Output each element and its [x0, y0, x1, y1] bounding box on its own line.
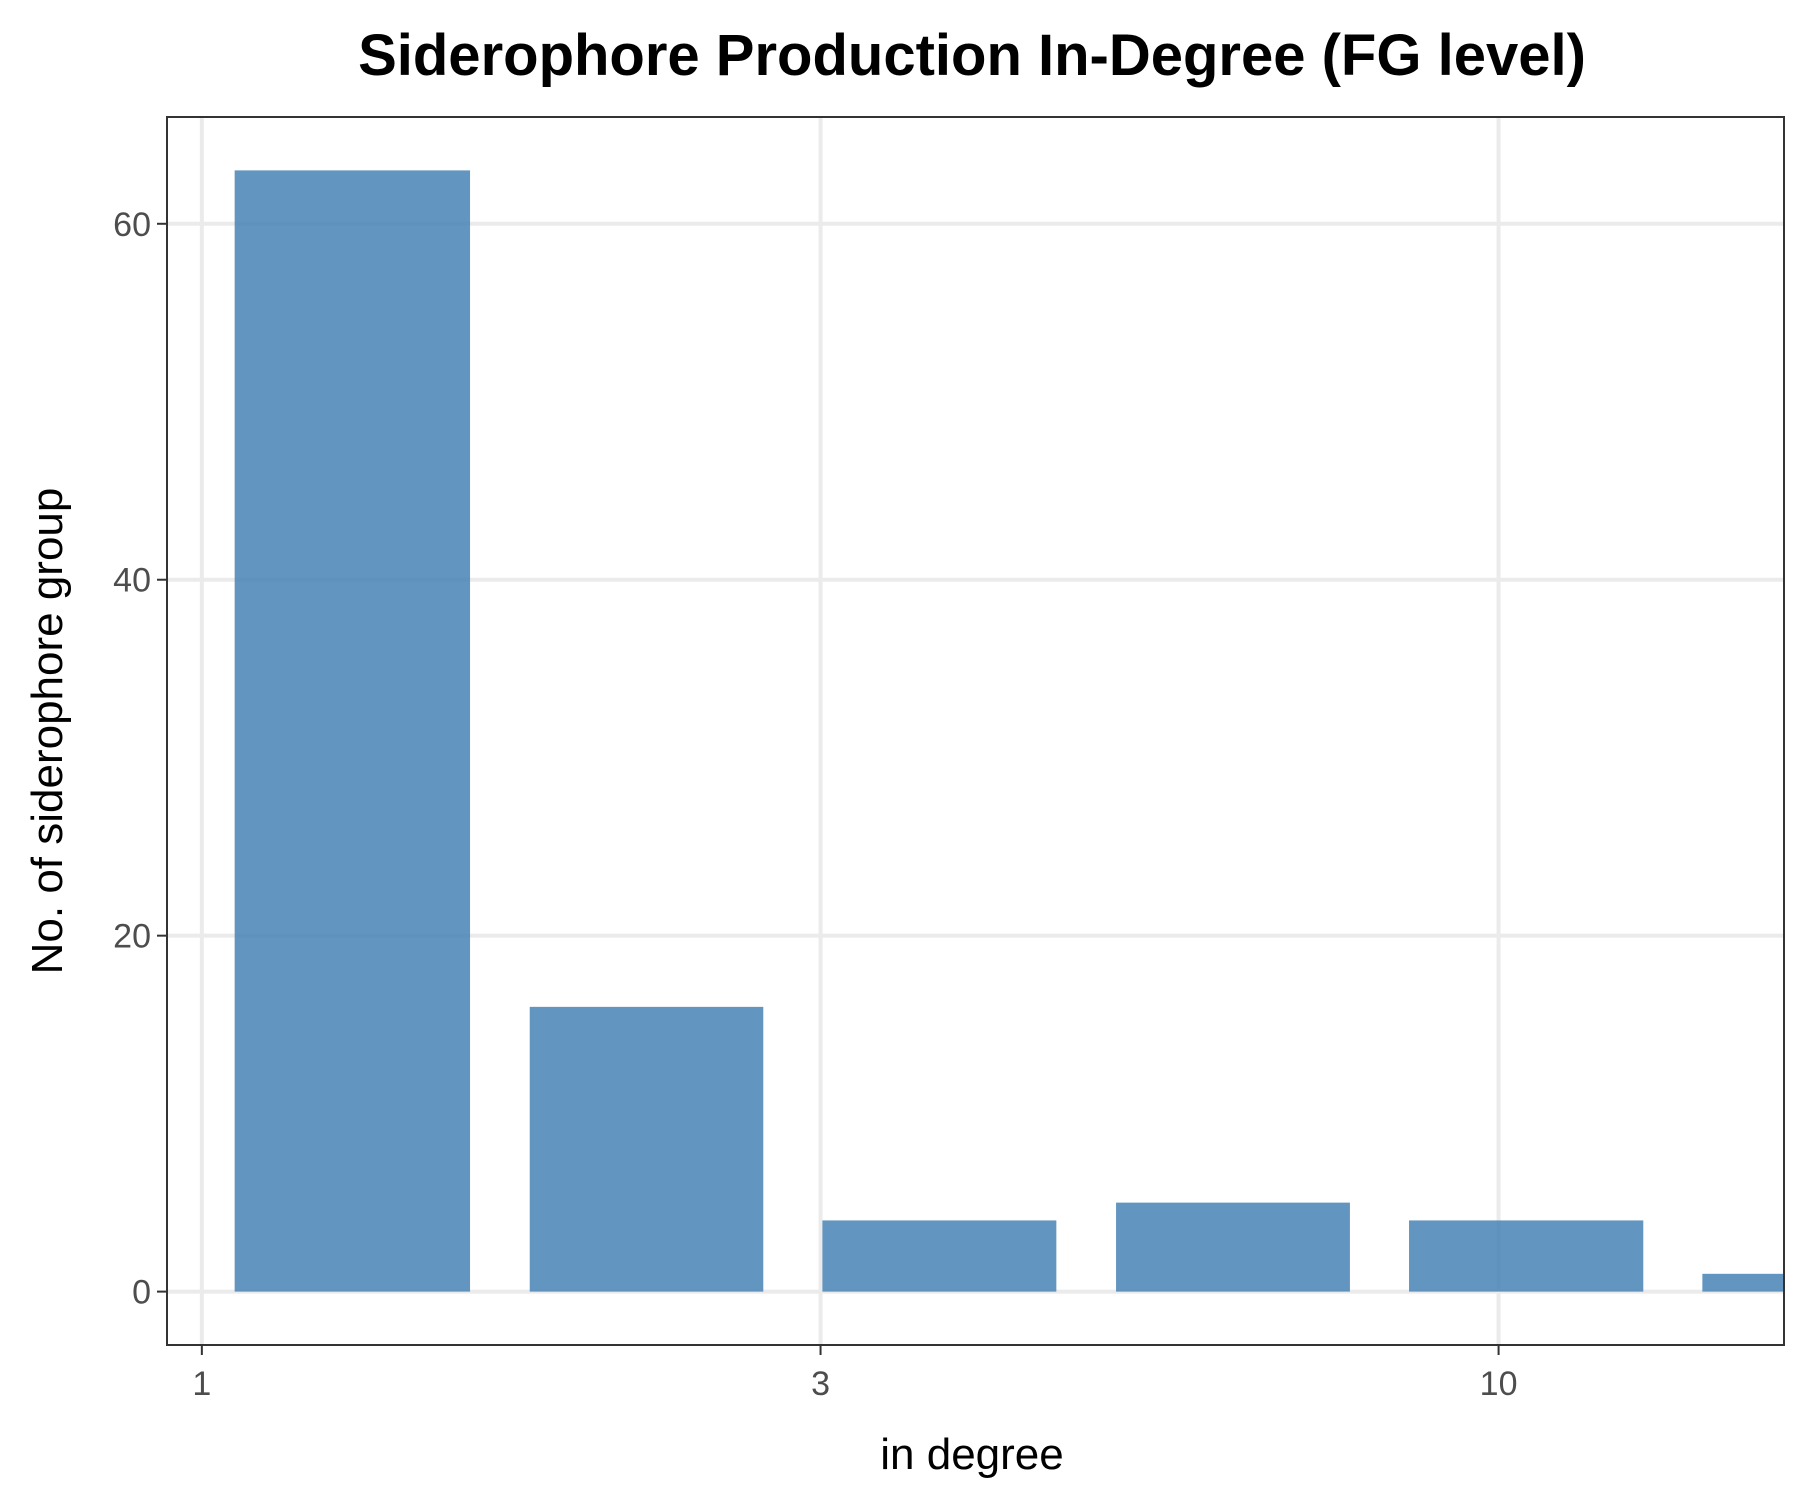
y-tick-label: 0	[132, 1274, 151, 1312]
axis-layer: 0 20 40 60 1 3 10	[113, 206, 1517, 1403]
y-tick-label: 60	[113, 206, 151, 244]
x-tick-label: 3	[811, 1365, 830, 1403]
bar-5	[1409, 1220, 1644, 1292]
x-tick-label: 1	[192, 1365, 211, 1403]
bar-layer	[234, 170, 1783, 1292]
y-axis-title: No. of siderophore group	[23, 488, 72, 975]
x-axis-title: in degree	[880, 1430, 1063, 1479]
x-tick-label: 10	[1480, 1365, 1518, 1403]
bar-1	[234, 170, 471, 1292]
bar-2	[529, 1006, 764, 1292]
plot-frame	[166, 116, 1785, 1346]
bar-4	[1116, 1202, 1350, 1292]
bar-6	[1702, 1273, 1783, 1292]
chart-title: Siderophore Production In-Degree (FG lev…	[358, 23, 1586, 88]
bar-3	[822, 1220, 1057, 1292]
y-tick-label: 20	[113, 918, 151, 956]
y-tick-label: 40	[113, 562, 151, 600]
